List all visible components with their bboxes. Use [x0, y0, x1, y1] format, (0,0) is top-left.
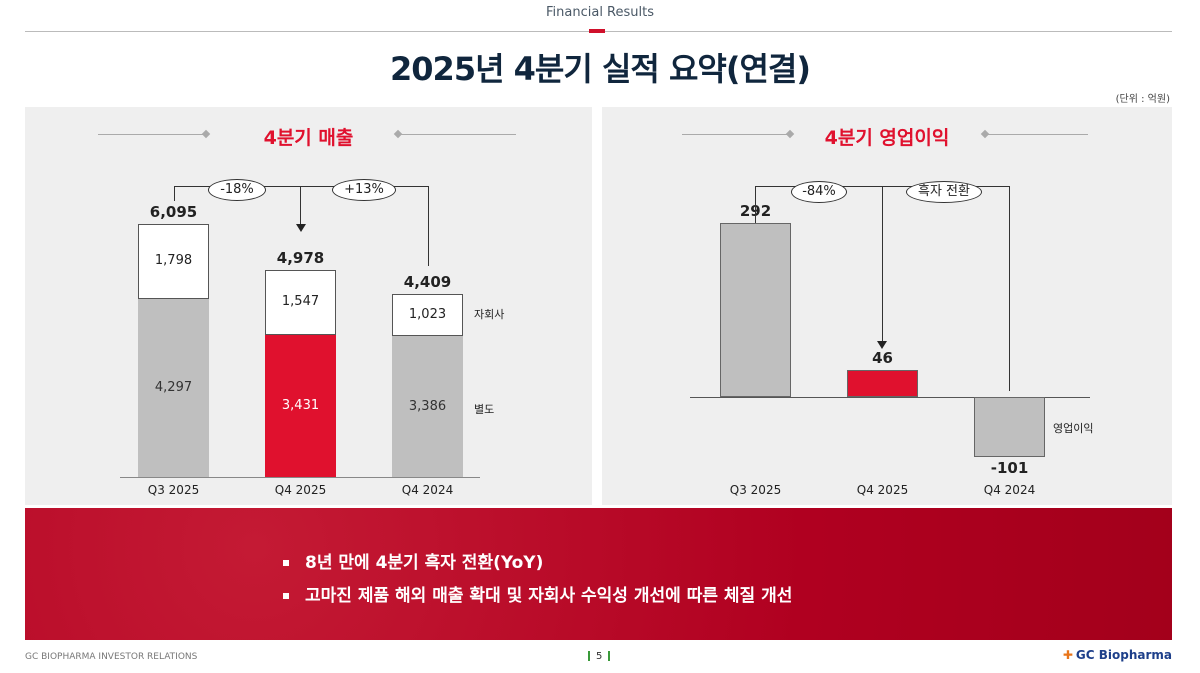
data-label: 46 — [872, 348, 893, 367]
data-label: 3,386 — [408, 398, 447, 414]
chart-title: 4분기 매출 — [263, 127, 354, 149]
bar-영업이익 — [720, 223, 791, 397]
connector-line — [300, 186, 301, 226]
bar-자회사 — [138, 224, 209, 299]
axis-line — [690, 397, 1090, 398]
logo-cross-icon: ✚ — [1062, 648, 1073, 662]
change-badge: -84% — [791, 181, 847, 203]
connector-line — [1009, 186, 1010, 391]
arrow-icon — [877, 341, 887, 349]
connector-line — [428, 186, 429, 266]
chart-title: 4분기 영업이익 — [824, 127, 950, 149]
change-badge: +13% — [332, 179, 396, 201]
bullet-icon — [283, 593, 289, 599]
logo-text: GC Biopharma — [1075, 648, 1172, 662]
section-label: Financial Results — [546, 5, 654, 20]
divider — [988, 134, 1088, 135]
divider — [98, 134, 203, 135]
summary-banner: 8년 만에 4분기 흑자 전환(YoY) 고마진 제품 해외 매출 확대 및 자… — [25, 508, 1172, 640]
bullet-text: 고마진 제품 해외 매출 확대 및 자회사 수익성 개선에 따른 체질 개선 — [305, 586, 793, 606]
x-tick-label: Q4 2024 — [983, 483, 1036, 497]
total-label: 6,095 — [149, 203, 198, 221]
x-tick-label: Q3 2025 — [147, 483, 200, 497]
bar-자회사 — [265, 270, 336, 335]
bullet-icon — [283, 560, 289, 566]
page-number-text: 5 — [596, 651, 603, 662]
arrow-icon — [296, 224, 306, 232]
data-label: 1,547 — [281, 294, 320, 310]
total-label: 4,409 — [403, 272, 452, 291]
legend-label: 영업이익 — [1053, 422, 1094, 435]
divider — [401, 134, 516, 135]
data-label: 3,431 — [281, 397, 320, 413]
data-label: 4,297 — [154, 379, 193, 395]
logo: ✚ GC Biopharma — [1063, 648, 1172, 662]
change-badge: 흑자 전환 — [906, 181, 982, 203]
total-label: 4,978 — [276, 249, 325, 268]
bar-영업이익 — [974, 397, 1045, 458]
x-tick-label: Q4 2025 — [274, 483, 327, 497]
data-label: 1,798 — [154, 253, 193, 269]
data-label: 1,023 — [408, 307, 447, 323]
bar-별도 — [265, 334, 336, 477]
divider — [682, 134, 787, 135]
bar-자회사 — [392, 293, 463, 337]
bar-별도 — [392, 336, 463, 477]
x-tick-label: Q3 2025 — [729, 483, 782, 497]
operating-profit-panel: 4분기 영업이익 — [602, 107, 1172, 505]
unit-label: (단위 : 억원) — [1115, 94, 1170, 105]
connector-line — [174, 186, 429, 187]
legend-label: 별도 — [474, 403, 495, 416]
page-number: 5 — [582, 651, 616, 662]
legend-label: 자회사 — [474, 307, 505, 321]
x-tick-label: Q4 2024 — [401, 483, 454, 497]
connector-line — [882, 186, 883, 341]
bar-영업이익 — [847, 369, 918, 397]
connector-line — [174, 186, 175, 201]
page-title: 2025년 4분기 실적 요약(연결) — [390, 50, 811, 88]
change-badge: -18% — [208, 179, 266, 201]
bullet-item: 8년 만에 4분기 흑자 전환(YoY) — [283, 548, 543, 573]
bullet-text: 8년 만에 4분기 흑자 전환(YoY) — [305, 553, 544, 573]
x-tick-label: Q4 2025 — [856, 483, 909, 497]
bar-별도 — [138, 298, 209, 477]
data-label: -101 — [990, 459, 1029, 478]
connector-line — [755, 186, 756, 223]
axis-line — [120, 477, 480, 478]
footer-text: GC BIOPHARMA INVESTOR RELATIONS — [25, 652, 198, 662]
accent-mark — [589, 29, 605, 33]
bullet-item: 고마진 제품 해외 매출 확대 및 자회사 수익성 개선에 따른 체질 개선 — [283, 581, 792, 606]
